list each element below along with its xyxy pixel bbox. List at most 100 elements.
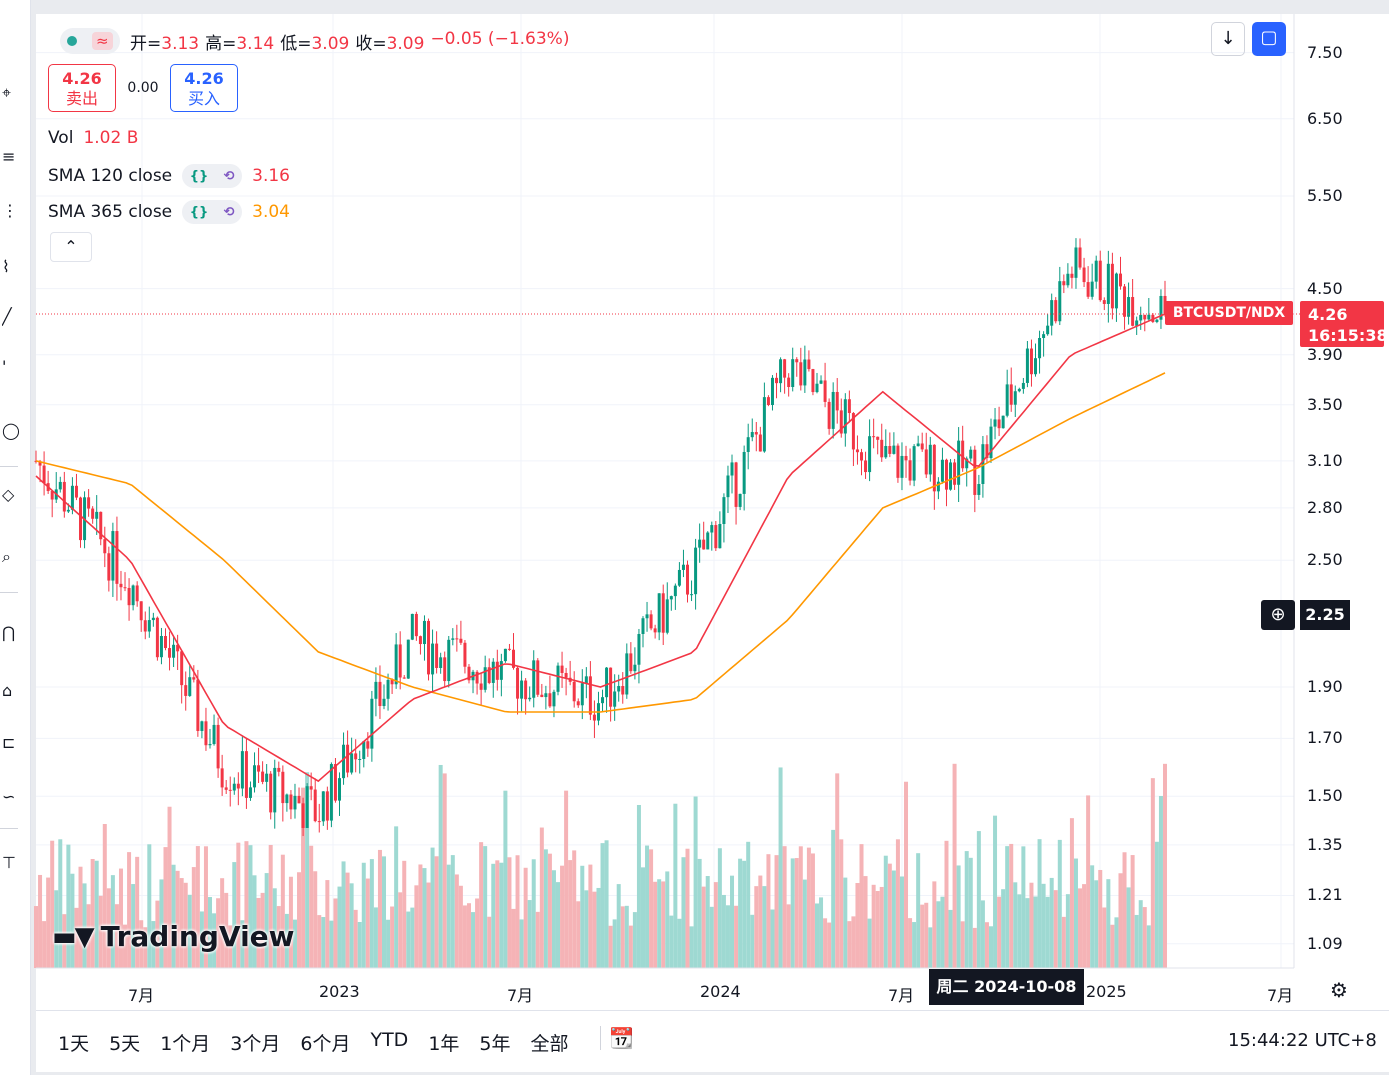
volume-bar — [333, 898, 338, 968]
eye-icon[interactable]: ∽ — [2, 787, 16, 806]
sell-button[interactable]: 4.26 卖出 — [48, 64, 116, 112]
trend-line-icon[interactable]: ≡ — [2, 147, 16, 166]
candle-body — [528, 697, 532, 700]
fib-icon[interactable]: ⋮ — [2, 201, 18, 220]
pattern-icon[interactable]: ⌇ — [2, 257, 10, 276]
volume-bar — [693, 796, 698, 968]
lock-icon[interactable]: ⌂ — [2, 681, 13, 700]
candle-body — [131, 585, 135, 606]
candle-body — [427, 620, 431, 675]
range-5d[interactable]: 5天 — [109, 1033, 141, 1055]
text-icon[interactable]: ' — [2, 357, 7, 376]
visibility-icon[interactable]: ⊏ — [2, 733, 16, 752]
candle-body — [516, 667, 520, 699]
last-price-tag: 4.26 16:15:38 — [1300, 301, 1388, 347]
volume-bar — [928, 927, 933, 968]
vol-indicator[interactable]: Vol 1.02 B — [48, 128, 138, 148]
range-6m[interactable]: 6个月 — [300, 1033, 351, 1055]
volume-bar — [390, 906, 395, 968]
range-all[interactable]: 全部 — [530, 1033, 569, 1055]
volume-bar — [1114, 917, 1119, 968]
volume-bar — [382, 856, 387, 968]
sell-price: 4.26 — [62, 69, 102, 88]
volume-bar — [523, 867, 528, 968]
range-1y[interactable]: 1年 — [428, 1033, 460, 1055]
add-alert-icon[interactable]: ⊕ — [1261, 600, 1295, 630]
volume-bar — [794, 858, 799, 968]
volume-bar — [624, 905, 629, 968]
sma120-value: 3.16 — [252, 166, 290, 186]
volume-bar — [823, 918, 828, 968]
volume-bar — [665, 871, 670, 968]
range-1d[interactable]: 1天 — [58, 1033, 90, 1055]
magnet-icon[interactable]: ⋂ — [2, 623, 16, 642]
volume-bar — [636, 804, 641, 968]
sma365-indicator[interactable]: SMA 365 close {} ⟲ 3.04 — [48, 200, 290, 224]
candle-body — [702, 539, 706, 550]
price-tick-label: 6.50 — [1307, 108, 1343, 128]
candle-body — [657, 593, 661, 633]
volume-bar — [216, 898, 221, 968]
candle-body — [325, 791, 329, 821]
volume-bar — [1037, 839, 1042, 968]
candle-body — [722, 497, 726, 525]
volume-bar — [657, 879, 662, 968]
code-icon[interactable]: {} — [189, 168, 209, 184]
crosshair-tool-icon[interactable]: ⌖ — [2, 83, 12, 102]
range-5y[interactable]: 5年 — [479, 1033, 511, 1055]
fullscreen-icon[interactable]: ▢ — [1252, 22, 1286, 56]
settings-gear-icon[interactable]: ⚙ — [1330, 978, 1348, 1002]
volume-bar — [203, 846, 208, 968]
sma120-indicator[interactable]: SMA 120 close {} ⟲ 3.16 — [48, 164, 290, 188]
candle-body — [544, 693, 548, 698]
candle-body — [313, 789, 317, 822]
candle-body — [649, 614, 653, 629]
candle-body — [1029, 348, 1033, 375]
volume-bar — [66, 844, 71, 968]
candle-body — [855, 449, 859, 453]
volume-bar — [491, 863, 496, 968]
candle-body — [556, 665, 560, 692]
candle-body — [358, 759, 362, 761]
wave-icon[interactable]: ≈ — [92, 32, 113, 50]
candle-body — [953, 462, 957, 485]
date-range-calendar-icon[interactable]: 📆 — [600, 1026, 634, 1050]
download-icon[interactable]: ↓ — [1211, 22, 1245, 56]
measure-icon[interactable]: ◇ — [2, 485, 15, 504]
legend-toggle[interactable]: ≈ — [60, 28, 120, 54]
volume-bar — [899, 876, 904, 968]
volume-bar — [74, 907, 79, 968]
candle-body — [588, 676, 592, 715]
sma365-controls[interactable]: {} ⟲ — [182, 200, 243, 224]
volume-bar — [956, 865, 961, 968]
candle-body — [868, 436, 872, 473]
loop-icon[interactable]: ⟲ — [223, 204, 235, 220]
candle-body — [163, 636, 167, 649]
zoom-icon[interactable]: ⌕ — [2, 547, 11, 566]
range-1m[interactable]: 1个月 — [160, 1033, 211, 1055]
buy-button[interactable]: 4.26 买入 — [170, 64, 238, 112]
code-icon[interactable]: {} — [189, 204, 209, 220]
volume-bar — [329, 920, 334, 968]
trash-icon[interactable]: ⊤ — [2, 853, 16, 872]
candle-body — [977, 483, 981, 495]
low-label: 低= — [280, 33, 312, 54]
candle-body — [1046, 325, 1050, 335]
volume-bar — [297, 872, 302, 968]
emoji-icon[interactable]: ◯ — [2, 421, 20, 440]
volume-bar — [1126, 887, 1131, 968]
collapse-legend-button[interactable]: ⌃ — [50, 232, 92, 262]
volume-bar — [980, 900, 985, 968]
clock-timezone[interactable]: 15:44:22 UTC+8 — [1228, 1030, 1377, 1051]
volume-bar — [1049, 877, 1054, 968]
brush-icon[interactable]: ╱ — [2, 307, 12, 326]
sma120-controls[interactable]: {} ⟲ — [182, 164, 243, 188]
candle-body — [410, 613, 414, 640]
candle-body — [1106, 263, 1110, 304]
volume-bar — [365, 878, 370, 968]
range-ytd[interactable]: YTD — [370, 1029, 409, 1051]
candle-body — [973, 449, 977, 495]
range-3m[interactable]: 3个月 — [230, 1033, 281, 1055]
loop-icon[interactable]: ⟲ — [223, 168, 235, 184]
